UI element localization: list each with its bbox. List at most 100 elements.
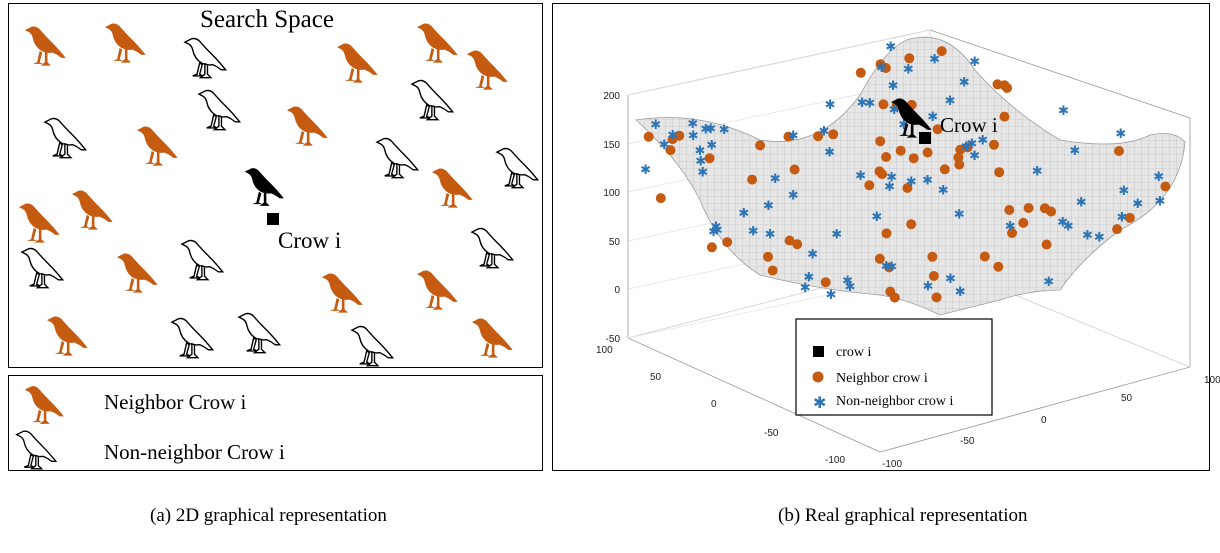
neighbor-crow-marker — [874, 166, 885, 177]
non-neighbor-crow-marker: ✱ — [770, 172, 781, 187]
non-neighbor-crow-marker: ✱ — [1076, 196, 1087, 211]
non-neighbor-crow-marker: ✱ — [705, 122, 716, 137]
non-neighbor-crow-icon — [496, 147, 539, 189]
neighbor-crow-marker — [993, 261, 1004, 272]
legend-non-neighbor-crow-icon — [15, 430, 57, 470]
neighbor-crow-marker — [999, 111, 1010, 122]
neighbor-crow-marker — [1007, 228, 1017, 238]
non-neighbor-crow-marker: ✱ — [788, 188, 799, 203]
non-neighbor-crow-marker: ✱ — [1117, 210, 1128, 225]
neighbor-crow-marker — [881, 152, 892, 162]
neighbor-crow-marker — [979, 251, 990, 262]
neighbor-crow-marker — [1039, 203, 1050, 214]
x-tick-label: 50 — [650, 372, 662, 383]
y-tick-label: 50 — [1121, 393, 1133, 404]
non-neighbor-crow-marker: ✱ — [977, 134, 988, 149]
non-neighbor-crow-icon — [44, 117, 87, 159]
x-tick-label: 100 — [596, 345, 613, 356]
neighbor-crow-marker — [655, 193, 666, 204]
crow-i-marker — [267, 213, 279, 225]
neighbor-crow-marker — [665, 145, 676, 156]
non-neighbor-crow-marker: ✱ — [807, 247, 818, 262]
neighbor-crow-marker — [1023, 203, 1034, 213]
neighbor-crow-icon — [46, 316, 88, 356]
neighbor-crow-marker — [667, 134, 678, 145]
neighbor-crow-marker — [1004, 205, 1015, 215]
non-neighbor-crow-marker: ✱ — [708, 225, 719, 240]
y-axis-ticks: -100 -50 0 50 100 — [882, 375, 1220, 470]
non-neighbor-crow-marker: ✱ — [923, 280, 934, 295]
non-neighbor-crow-marker: ✱ — [826, 288, 837, 303]
non-neighbor-crow-marker: ✱ — [788, 129, 799, 144]
non-neighbor-crow-marker: ✱ — [969, 55, 980, 70]
non-neighbor-crow-marker: ✱ — [845, 280, 856, 295]
non-neighbor-crow-marker: ✱ — [945, 94, 956, 109]
legend-crow-i-label: crow i — [836, 345, 871, 360]
neighbor-crow-marker — [932, 124, 943, 135]
neighbor-crow-marker — [939, 164, 950, 175]
non-neighbor-crow-marker: ✱ — [959, 76, 970, 91]
neighbor-crow-marker — [989, 139, 999, 150]
neighbor-crow-icon — [466, 50, 508, 90]
non-neighbor-crow-marker: ✱ — [886, 171, 897, 186]
neighbor-crow-marker — [792, 239, 803, 250]
neighbor-crow-marker — [902, 183, 913, 193]
neighbor-crow-marker — [906, 219, 917, 230]
y-tick-label: 100 — [1204, 375, 1220, 386]
surface-markers: ✱✱✱✱✱✱✱✱✱✱✱✱✱✱✱✱✱✱✱✱✱✱✱✱✱✱✱✱✱✱✱✱✱ ✱✱✱✱✱✱✱… — [640, 40, 1171, 303]
non-neighbor-crow-icon — [471, 227, 514, 269]
neighbor-crow-marker — [1112, 224, 1123, 235]
non-neighbor-crow-marker: ✱ — [898, 118, 909, 133]
non-neighbor-crow-marker: ✱ — [886, 260, 897, 275]
legend-neighbor-crow-icon — [24, 386, 64, 424]
non-neighbor-crow-marker: ✱ — [1057, 216, 1068, 231]
caption-a: (a) 2D graphical representation — [150, 505, 387, 526]
non-neighbor-crow-icon — [184, 37, 227, 79]
neighbor-crow-marker — [706, 242, 717, 253]
neighbor-crow-marker — [874, 253, 885, 264]
non-neighbor-crow-marker: ✱ — [1069, 144, 1080, 159]
y-tick-label: 0 — [1041, 415, 1047, 426]
non-neighbor-crow-marker: ✱ — [800, 281, 811, 296]
non-neighbor-crow-marker: ✱ — [1082, 229, 1093, 244]
neighbor-crow-marker — [855, 67, 866, 78]
neighbor-crow-icon — [416, 270, 458, 310]
non-neighbor-crow-marker: ✱ — [712, 224, 723, 239]
non-neighbor-crow-marker: ✱ — [876, 61, 887, 76]
non-neighbor-crow-marker: ✱ — [803, 271, 814, 286]
non-neighbor-crow-marker: ✱ — [884, 180, 895, 195]
non-neighbor-crow-marker: ✱ — [1155, 194, 1166, 209]
non-neighbor-crow-icon — [351, 325, 394, 367]
neighbor-crow-marker — [783, 131, 794, 142]
legend-non-neighbor-crow-label: Non-neighbor crow i — [836, 394, 954, 409]
neighbor-crow-marker — [895, 145, 906, 156]
search-space-title: Search Space — [200, 6, 334, 33]
non-neighbor-crow-marker: ✱ — [1043, 275, 1054, 290]
neighbor-crow-marker — [704, 153, 715, 164]
non-neighbor-crow-marker: ✱ — [906, 175, 917, 190]
non-neighbor-crow-marker: ✱ — [955, 285, 966, 300]
z-tick-label: 0 — [614, 285, 620, 296]
non-neighbor-crow-marker: ✱ — [945, 272, 956, 287]
neighbor-crow-marker — [881, 228, 892, 239]
neighbor-crow-marker — [884, 262, 895, 273]
neighbor-crow-marker — [936, 46, 947, 57]
non-neighbor-crow-marker: ✱ — [855, 169, 866, 184]
non-neighbor-crow-marker: ✱ — [765, 228, 776, 243]
non-neighbor-crow-marker: ✱ — [688, 129, 699, 144]
neighbor-crow-marker — [1018, 217, 1029, 228]
neighbor-crow-icon — [416, 23, 458, 63]
neighbor-crow-icon — [24, 26, 66, 66]
neighbor-crow-icon — [431, 168, 473, 208]
non-neighbor-crow-marker: ✱ — [927, 110, 938, 125]
non-neighbor-crow-marker: ✱ — [640, 163, 651, 178]
non-neighbor-crow-marker: ✱ — [706, 139, 717, 154]
panel-b-legend: crow i Neighbor crow i ✱ Non-neighbor cr… — [795, 318, 993, 416]
x-tick-label: -50 — [764, 428, 779, 439]
non-neighbor-crow-marker: ✱ — [922, 173, 933, 188]
neighbor-crow-marker — [928, 271, 939, 281]
neighbor-crow-marker — [767, 265, 778, 276]
non-neighbor-crow-marker: ✱ — [659, 138, 670, 153]
non-neighbor-crow-marker: ✱ — [966, 137, 977, 152]
neighbor-crow-marker — [813, 131, 824, 142]
